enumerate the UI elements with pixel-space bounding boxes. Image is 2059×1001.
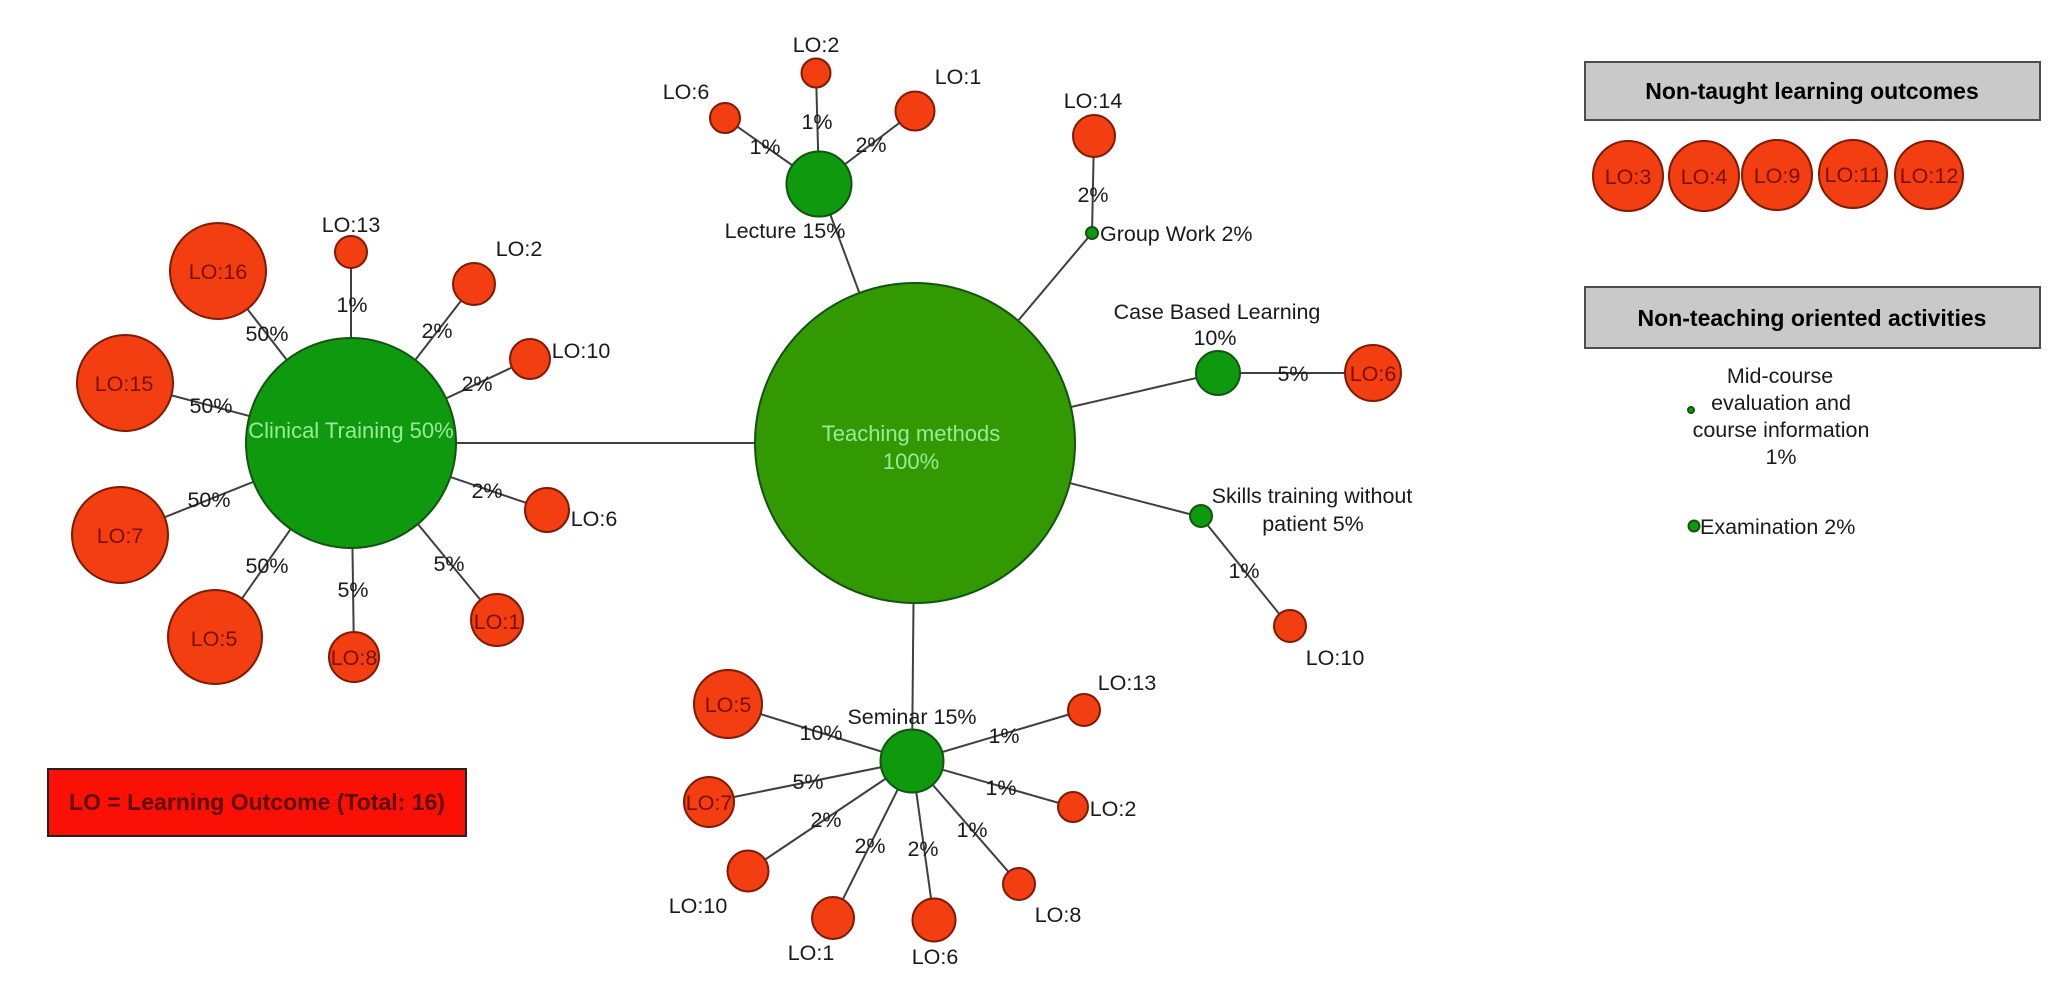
svg-text:LO:2: LO:2 (496, 237, 543, 261)
svg-text:Teaching methods: Teaching methods (822, 421, 1001, 446)
svg-text:Group Work 2%: Group Work 2% (1100, 222, 1253, 246)
svg-text:50%: 50% (245, 322, 288, 346)
svg-text:5%: 5% (337, 578, 368, 602)
svg-text:Mid-course: Mid-course (1727, 364, 1833, 388)
svg-text:LO:6: LO:6 (1350, 362, 1397, 386)
svg-text:50%: 50% (245, 554, 288, 578)
svg-text:10%: 10% (1193, 326, 1236, 350)
svg-text:LO:3: LO:3 (1605, 165, 1652, 189)
svg-text:5%: 5% (433, 552, 464, 576)
svg-text:2%: 2% (855, 133, 886, 157)
svg-text:LO:1: LO:1 (935, 65, 982, 89)
svg-text:LO:11: LO:11 (1825, 163, 1882, 187)
svg-text:1%: 1% (985, 776, 1016, 800)
svg-text:LO:8: LO:8 (1035, 903, 1082, 927)
svg-text:Lecture 15%: Lecture 15% (725, 219, 846, 243)
svg-text:LO:7: LO:7 (686, 791, 733, 815)
svg-text:LO:5: LO:5 (705, 693, 752, 717)
svg-text:Skills training without: Skills training without (1212, 484, 1413, 508)
svg-text:LO:2: LO:2 (793, 33, 840, 57)
svg-text:LO:1: LO:1 (474, 610, 521, 634)
svg-text:1%: 1% (988, 724, 1019, 748)
svg-text:100%: 100% (883, 449, 939, 474)
svg-text:Seminar 15%: Seminar 15% (847, 705, 976, 729)
svg-text:LO:10: LO:10 (552, 339, 611, 363)
svg-text:2%: 2% (810, 808, 841, 832)
svg-text:5%: 5% (1277, 362, 1308, 386)
svg-text:Clinical Training 50%: Clinical Training 50% (248, 418, 453, 443)
svg-text:1%: 1% (956, 818, 987, 842)
svg-text:Case Based Learning: Case Based Learning (1114, 300, 1321, 324)
svg-text:patient 5%: patient 5% (1262, 512, 1364, 536)
svg-text:10%: 10% (799, 721, 842, 745)
svg-text:LO:6: LO:6 (912, 945, 959, 969)
svg-text:LO:15: LO:15 (95, 372, 154, 396)
svg-text:LO:4: LO:4 (1681, 165, 1728, 189)
svg-text:Non-teaching oriented activiti: Non-teaching oriented activities (1638, 305, 1987, 331)
svg-text:LO:10: LO:10 (669, 894, 728, 918)
svg-text:evaluation and: evaluation and (1711, 391, 1851, 415)
svg-text:LO:6: LO:6 (663, 80, 710, 104)
svg-text:LO:2: LO:2 (1090, 797, 1137, 821)
svg-text:LO:10: LO:10 (1306, 646, 1365, 670)
svg-text:LO:12: LO:12 (1900, 164, 1959, 188)
svg-text:Non-taught learning outcomes: Non-taught learning outcomes (1645, 78, 1979, 104)
svg-text:LO:1: LO:1 (788, 941, 835, 965)
svg-text:1%: 1% (1228, 559, 1259, 583)
svg-text:50%: 50% (189, 394, 232, 418)
svg-text:2%: 2% (421, 319, 452, 343)
svg-text:LO:8: LO:8 (331, 646, 378, 670)
svg-text:course information: course information (1693, 418, 1870, 442)
svg-text:2%: 2% (1077, 183, 1108, 207)
svg-text:LO:5: LO:5 (191, 627, 238, 651)
svg-text:1%: 1% (1765, 445, 1796, 469)
svg-text:1%: 1% (336, 293, 367, 317)
svg-text:LO:16: LO:16 (189, 260, 248, 284)
svg-text:2%: 2% (461, 372, 492, 396)
svg-text:LO:13: LO:13 (1098, 671, 1157, 695)
svg-text:2%: 2% (854, 834, 885, 858)
svg-text:1%: 1% (749, 135, 780, 159)
svg-text:1%: 1% (801, 110, 832, 134)
svg-text:2%: 2% (907, 837, 938, 861)
svg-text:LO:6: LO:6 (571, 507, 618, 531)
svg-text:LO:13: LO:13 (322, 213, 381, 237)
svg-text:Examination 2%: Examination 2% (1700, 515, 1855, 539)
svg-text:LO:7: LO:7 (97, 524, 144, 548)
svg-text:5%: 5% (792, 770, 823, 794)
svg-text:LO = Learning Outcome (Total:: LO = Learning Outcome (Total: 16) (69, 789, 445, 815)
svg-text:LO:14: LO:14 (1064, 89, 1123, 113)
svg-text:LO:9: LO:9 (1754, 164, 1801, 188)
svg-text:50%: 50% (187, 488, 230, 512)
svg-text:2%: 2% (471, 479, 502, 503)
